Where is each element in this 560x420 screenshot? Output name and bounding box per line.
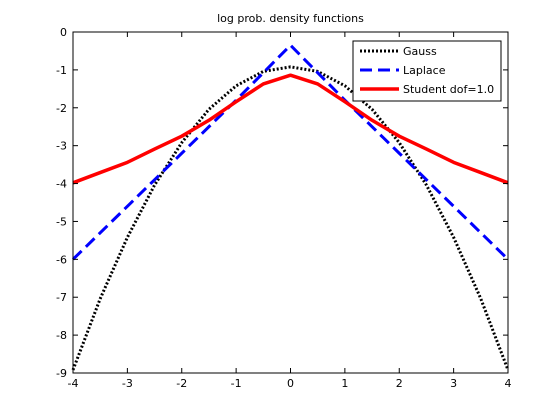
x-tick-label-8: 4 bbox=[505, 377, 512, 390]
legend-label-1: Laplace bbox=[403, 64, 446, 77]
axes: -4 -3 -2 -1 0 1 2 3 4 0 -1 -2 -3 -4 -5 -6 -7 -8 -9 bbox=[56, 26, 511, 390]
y-tick-label-6: -6 bbox=[56, 253, 67, 266]
series-line-1 bbox=[71, 43, 510, 261]
y-tick-label-5: -5 bbox=[56, 215, 67, 228]
y-tick-label-8: -8 bbox=[56, 329, 67, 342]
y-tick-label-3: -3 bbox=[56, 140, 67, 153]
legend: Gauss Laplace Student dof=1.0 bbox=[352, 40, 502, 102]
x-tick-label-0: -4 bbox=[68, 377, 79, 390]
x-tick-label-3: -1 bbox=[231, 377, 242, 390]
x-tick-label-6: 2 bbox=[396, 377, 403, 390]
x-tick-label-7: 3 bbox=[450, 377, 457, 390]
x-tick-label-5: 1 bbox=[341, 377, 348, 390]
y-tick-label-2: -2 bbox=[56, 102, 67, 115]
y-tick-label-7: -7 bbox=[56, 291, 67, 304]
y-tick-label-0: 0 bbox=[60, 26, 67, 39]
y-tick-label-9: -9 bbox=[56, 367, 67, 380]
plot-area bbox=[71, 43, 510, 371]
legend-label-0: Gauss bbox=[403, 45, 437, 58]
y-tick-label-1: -1 bbox=[56, 64, 67, 77]
x-tick-label-1: -3 bbox=[122, 377, 133, 390]
series-line-2 bbox=[72, 73, 509, 185]
y-tick-label-4: -4 bbox=[56, 178, 67, 191]
series-line-0 bbox=[71, 65, 510, 371]
legend-label-2: Student dof=1.0 bbox=[403, 83, 494, 96]
chart-title: log prob. density functions bbox=[217, 12, 364, 25]
x-tick-label-2: -2 bbox=[176, 377, 187, 390]
x-tick-label-4: 0 bbox=[287, 377, 294, 390]
